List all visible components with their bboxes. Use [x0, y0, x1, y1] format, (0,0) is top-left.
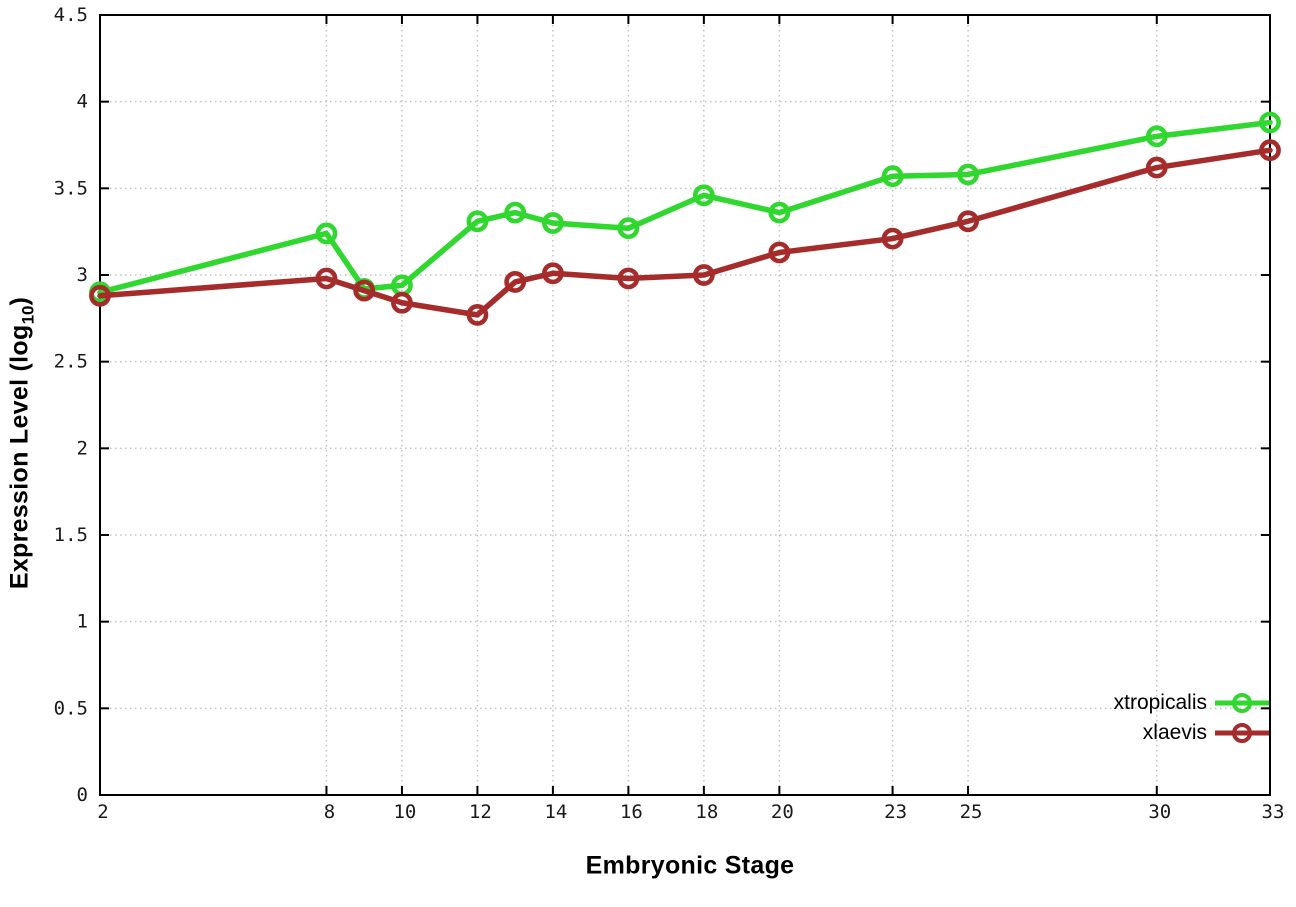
y-axis-title: Expression Level (log10) [6, 297, 39, 589]
x-tick-label: 8 [324, 801, 335, 823]
legend-label-xlaevis: xlaevis [1142, 721, 1207, 744]
plot-border [99, 14, 1271, 796]
x-tick-label: 20 [771, 801, 794, 823]
x-tick-label: 30 [1148, 801, 1171, 823]
data-point-xtropicalis-stage-25 [957, 163, 979, 186]
x-tick-label: 12 [469, 801, 492, 823]
series-line-xlaevis [97, 147, 1273, 318]
data-point-xtropicalis-stage-18 [692, 184, 715, 207]
data-point-xlaevis-stage-30 [1145, 156, 1168, 179]
y-tick-label: 2.5 [54, 351, 88, 373]
data-point-xlaevis-stage-23 [881, 227, 904, 250]
legend-marker-xtropicalis [1215, 692, 1269, 714]
data-point-xlaevis-stage-20 [768, 241, 791, 264]
data-point-xtropicalis-stage-23 [881, 165, 904, 188]
y-tick-label: 3.5 [54, 177, 88, 199]
data-point-xlaevis-stage-25 [957, 210, 979, 233]
y-axis-title-text: Expression Level (log [5, 324, 34, 590]
data-point-xtropicalis-stage-14 [542, 212, 564, 234]
data-point-xlaevis-stage-13 [504, 271, 527, 293]
data-point-xlaevis-stage-2 [89, 284, 111, 307]
x-tick-label: 14 [544, 801, 567, 823]
data-point-xtropicalis-stage-20 [768, 201, 791, 224]
x-axis-title: Embryonic Stage [585, 851, 795, 880]
x-tick-label: 25 [960, 801, 983, 823]
y-tick-label: 0 [77, 784, 88, 806]
y-axis-title-close: ) [5, 296, 34, 306]
data-point-xtropicalis-stage-12 [466, 210, 489, 233]
x-tick-label: 2 [97, 801, 108, 823]
data-point-xtropicalis-stage-33 [1259, 111, 1281, 134]
data-point-xlaevis-stage-16 [617, 267, 640, 290]
legend-marker-xlaevis [1215, 722, 1269, 744]
x-tick-label: 18 [695, 801, 718, 823]
y-tick-label: 2 [77, 437, 88, 459]
data-point-xlaevis-stage-14 [542, 262, 564, 285]
data-point-xtropicalis-stage-16 [617, 217, 640, 240]
x-tick-label: 23 [884, 801, 907, 823]
y-tick-label: 4 [77, 91, 88, 113]
legend-label-xtropicalis: xtropicalis [1113, 691, 1207, 714]
data-point-xlaevis-stage-8 [315, 267, 338, 290]
data-point-xlaevis-stage-10 [391, 291, 413, 314]
y-tick-label: 1 [77, 611, 88, 633]
x-tick-label: 16 [620, 801, 643, 823]
y-tick-label: 0.5 [54, 697, 88, 719]
data-point-xlaevis-stage-9 [353, 279, 376, 302]
legend: xtropicalis xlaevis [1114, 688, 1269, 747]
data-point-xtropicalis-stage-8 [315, 222, 338, 245]
data-point-xtropicalis-stage-13 [504, 201, 527, 224]
y-tick-label: 3 [77, 264, 88, 286]
x-tick-label: 33 [1262, 801, 1285, 823]
y-tick-label: 1.5 [54, 524, 88, 546]
data-point-xlaevis-stage-18 [692, 264, 715, 286]
legend-item-xtropicalis: xtropicalis [1114, 688, 1269, 717]
y-tick-label: 4.5 [54, 4, 88, 26]
y-axis-title-subscript: 10 [18, 305, 38, 325]
data-point-xtropicalis-stage-30 [1145, 125, 1168, 148]
series-line-xtropicalis [97, 119, 1273, 296]
legend-ring-icon [1232, 692, 1252, 713]
x-tick-label: 10 [393, 801, 416, 823]
data-point-xlaevis-stage-33 [1259, 139, 1281, 162]
data-point-xlaevis-stage-12 [466, 303, 489, 326]
legend-item-xlaevis: xlaevis [1114, 718, 1269, 747]
legend-ring-icon [1232, 722, 1252, 743]
